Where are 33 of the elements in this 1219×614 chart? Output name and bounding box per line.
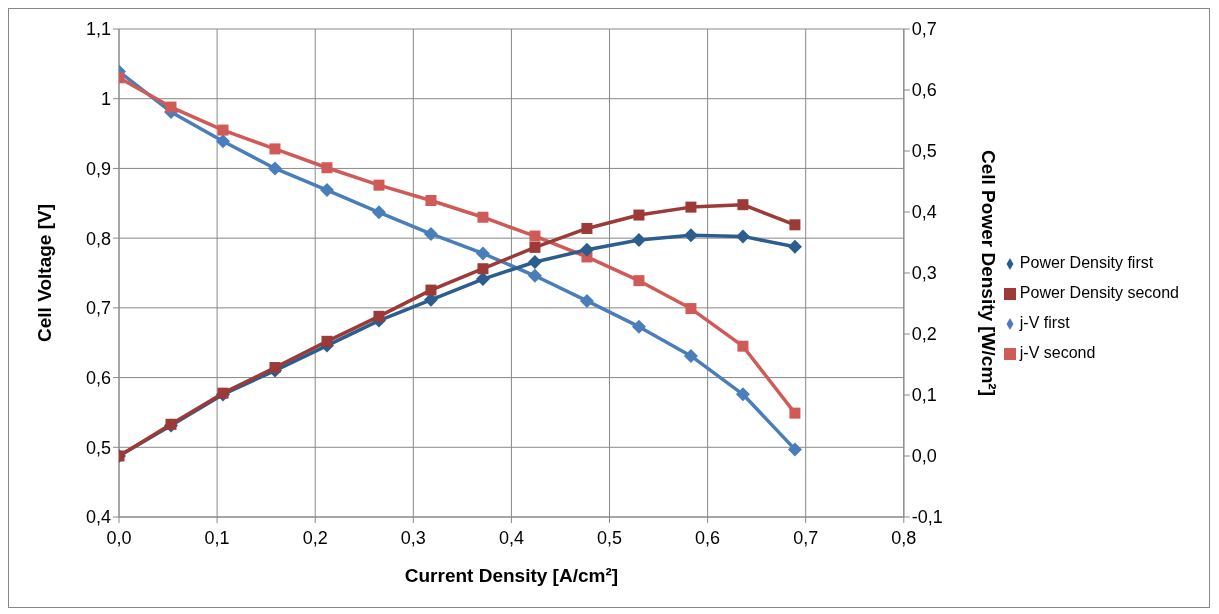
legend-label: Power Density first [1019,254,1154,271]
y2-axis-title: Cell Power Density [W/cm²] [978,150,1000,396]
y2-tick-label: 0,0 [911,446,937,467]
y2-tick-label: 0,4 [911,202,937,223]
y-tick-label: 0,8 [85,228,111,249]
y2-tick-label: 0,6 [911,80,937,101]
y-tick-label: 0,4 [85,507,111,528]
y2-tick-label: -0,1 [911,507,943,528]
x-tick-label: 0,2 [302,527,328,548]
x-tick-label: 0,8 [891,527,917,548]
y-tick-label: 0,6 [85,367,111,388]
y-tick-label: 1 [100,89,111,110]
x-tick-label: 0,4 [498,527,524,548]
x-tick-label: 0,7 [793,527,819,548]
y2-tick-label: 0,2 [911,324,937,345]
x-axis-title: Current Density [A/cm²] [404,565,619,586]
y2-tick-label: 0,7 [911,19,937,40]
x-tick-label: 0,3 [400,527,426,548]
x-tick-label: 0,5 [596,527,623,548]
y-tick-label: 0,5 [85,437,111,458]
y-tick-label: 0,7 [85,298,111,319]
y-tick-label: 1,1 [85,19,111,40]
y2-tick-label: 0,5 [911,141,937,162]
y2-tick-label: 0,3 [911,263,937,284]
x-tick-label: 0,6 [695,527,721,548]
legend-label: j-V second [1019,344,1096,361]
x-tick-label: 0,1 [204,527,230,548]
legend-label: Power Density second [1019,284,1179,301]
y-axis-title: Cell Voltage [V] [33,204,55,342]
legend-label: j-V first [1019,314,1070,331]
x-tick-label: 0,0 [106,527,132,548]
y2-tick-label: 0,1 [911,385,937,406]
y-tick-label: 0,9 [85,158,111,179]
